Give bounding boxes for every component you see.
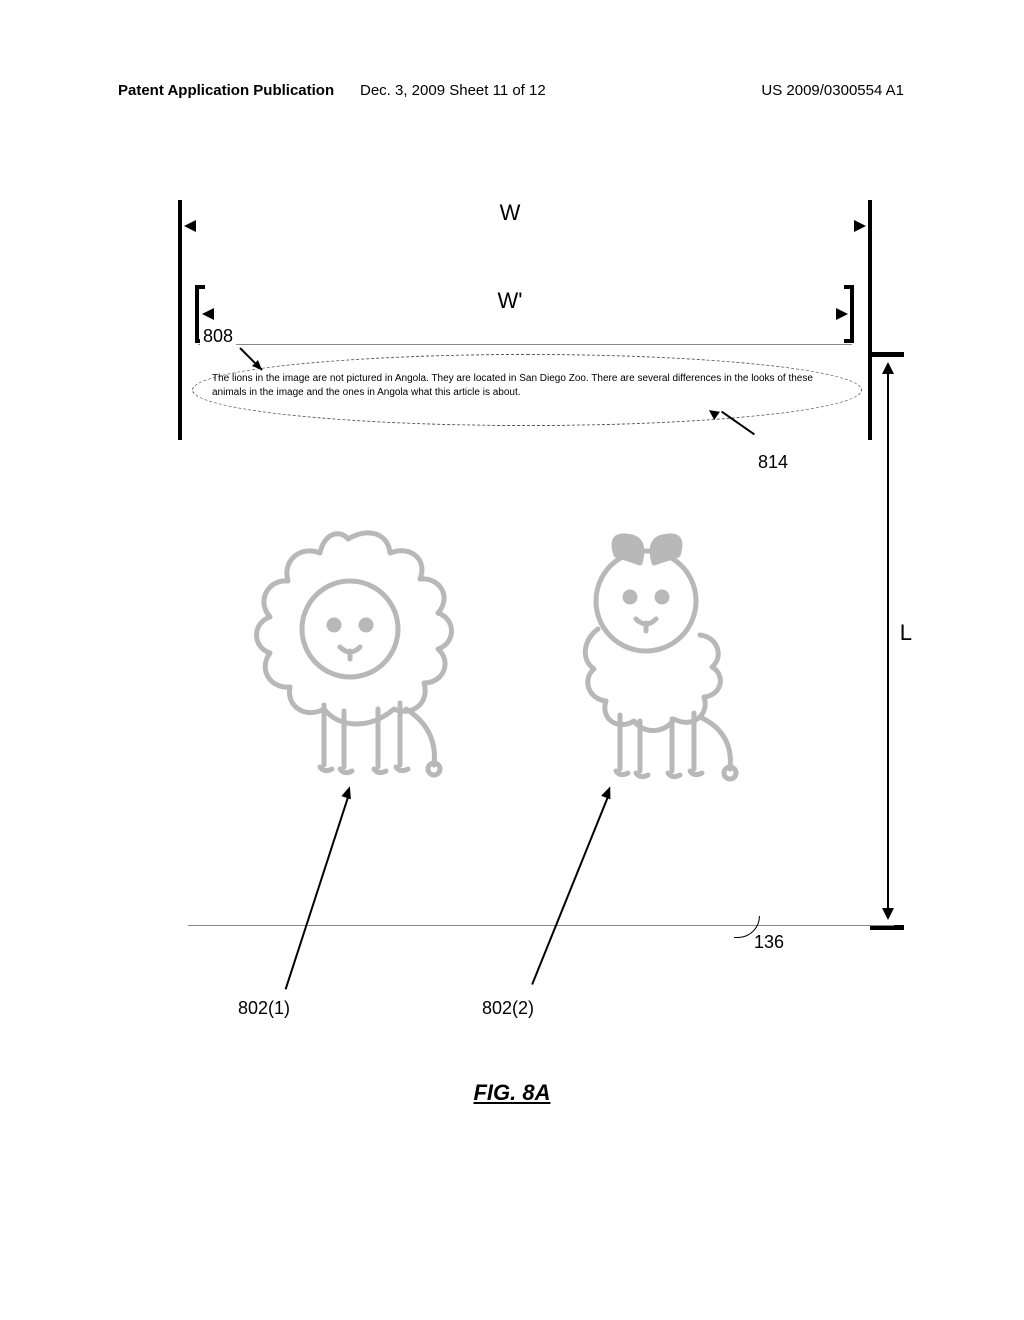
wprime-arrow-left (202, 308, 214, 320)
wprime-bracket-left (195, 285, 199, 343)
frame-bottom-line (188, 925, 894, 926)
w-arrow-right (854, 220, 866, 232)
w-bracket-left (178, 200, 182, 440)
ref-814-label: 814 (758, 452, 788, 473)
ref-802-1-arrowhead (341, 785, 354, 800)
caption-text: The lions in the image are not pictured … (212, 372, 842, 399)
ref-802-1-label: 802(1) (238, 998, 290, 1019)
wprime-label: W' (498, 288, 523, 314)
w-arrow-left (184, 220, 196, 232)
ref-802-2-leader (531, 794, 610, 985)
content-frame: The lions in the image are not pictured … (198, 344, 852, 944)
header-publication: Patent Application Publication (118, 82, 334, 99)
l-label: L (900, 620, 912, 646)
w-label: W (500, 200, 521, 226)
l-tick-top (870, 352, 904, 357)
ref-802-2-label: 802(2) (482, 998, 534, 1019)
wprime-bracket-right (850, 285, 854, 343)
w-bracket-right (868, 200, 872, 440)
figure-caption: FIG. 8A (0, 1080, 1024, 1106)
frame-top-line (198, 344, 852, 345)
figure-diagram: W W' L The lions in the image are not pi… (120, 170, 900, 990)
lion-image-2 (528, 519, 768, 794)
ref-802-1-leader (285, 794, 350, 990)
wprime-arrow-right (836, 308, 848, 320)
header-pubnumber: US 2009/0300554 A1 (761, 82, 904, 99)
ref-136-label: 136 (754, 932, 784, 953)
l-dimension-line (887, 370, 889, 910)
lion-image-1 (228, 519, 468, 794)
ref-808-label: 808 (200, 326, 236, 347)
ref-808-arrow (236, 344, 276, 380)
header-date-sheet: Dec. 3, 2009 Sheet 11 of 12 (360, 82, 546, 99)
